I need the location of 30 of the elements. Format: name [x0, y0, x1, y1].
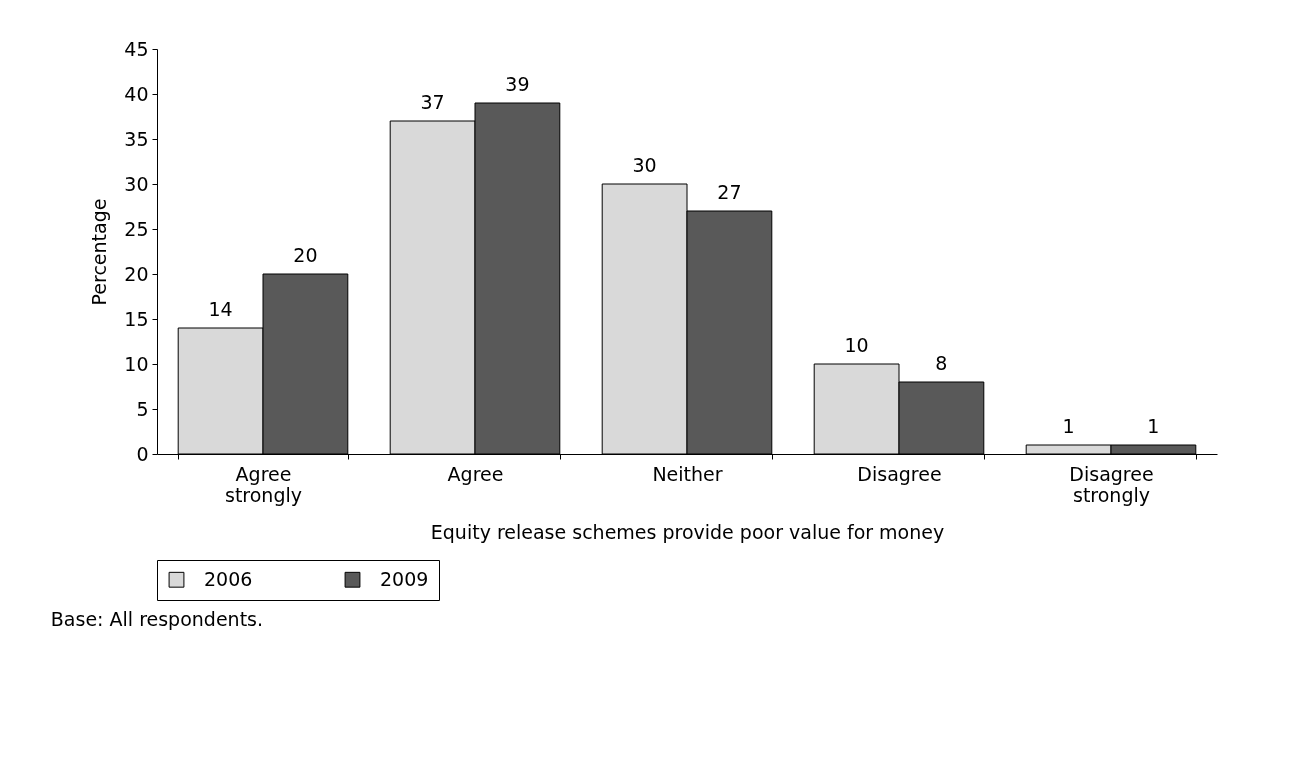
- data-label: 30: [632, 154, 657, 176]
- x-axis-title: Equity release schemes provide poor value for money: [430, 520, 945, 543]
- x-tick-label: Disagree: [857, 462, 942, 485]
- x-tick-label: Neither: [652, 462, 723, 485]
- data-label: 37: [420, 91, 445, 113]
- y-axis-title: Percentage: [88, 198, 111, 306]
- x-tick-label: Agree strongly: [225, 462, 302, 506]
- y-tick-label: 40: [124, 82, 149, 105]
- x-tick-label: Disagree strongly: [1069, 462, 1154, 506]
- data-label: 1: [1147, 415, 1160, 437]
- y-tick-label: 15: [124, 307, 149, 330]
- y-tick-label: 45: [124, 37, 149, 60]
- y-tick-label: 30: [124, 172, 149, 195]
- data-label: 14: [208, 298, 233, 320]
- data-label: 20: [293, 244, 318, 266]
- y-tick-label: 0: [136, 442, 149, 465]
- y-tick-label: 25: [124, 217, 149, 240]
- data-label: 8: [935, 352, 948, 374]
- data-label: 1: [1062, 415, 1075, 437]
- y-tick-label: 35: [124, 127, 149, 150]
- x-tick-label: Agree: [447, 462, 504, 485]
- y-tick-label: 10: [124, 352, 149, 375]
- data-label: 39: [505, 73, 530, 95]
- y-tick-label: 5: [136, 397, 149, 420]
- y-tick-label: 20: [124, 262, 149, 285]
- legend-label: 2009: [380, 567, 429, 590]
- data-label: 27: [717, 181, 742, 203]
- legend-label: 2006: [204, 567, 253, 590]
- text: Base: All respondents.: [50, 607, 264, 630]
- data-label: 10: [844, 334, 869, 356]
